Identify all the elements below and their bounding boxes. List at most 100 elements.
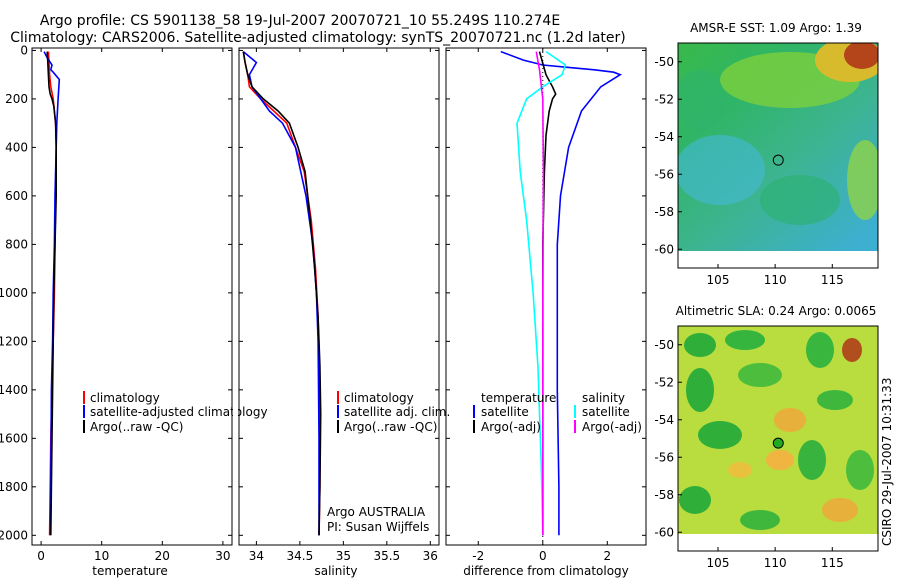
float-position-marker: [772, 437, 784, 449]
map-y-tick-label: -58: [654, 205, 674, 219]
salinity-depth-ticks: [239, 49, 439, 536]
map-x-tick-label: 115: [821, 273, 844, 287]
map-y-tick-label: -56: [654, 450, 674, 464]
series-argo-raw-qc: [46, 51, 58, 536]
legend-label-temp-argo: Argo(-adj): [481, 420, 541, 434]
x-tick-label: 0: [539, 549, 547, 563]
sst-map-image: [678, 43, 878, 251]
legend-title-salinity: salinity: [582, 391, 625, 405]
temperature-depth-axis: 0 200 400 600 800 1000 1200 1400 1600 1800 2000: [0, 43, 232, 542]
temperature-x-axis: 0 10 20 30: [37, 48, 231, 563]
x-tick-label: 0: [37, 549, 45, 563]
x-tick-label: 20: [155, 549, 170, 563]
sla-map-panel: Altimetric SLA: 0.24 Argo: 0.0065 105 110…: [654, 304, 879, 570]
y-tick-label: 1800: [0, 480, 28, 494]
y-tick-label: 1200: [0, 334, 28, 348]
legend-label-climatology: climatology: [90, 391, 160, 405]
sst-map-axes-frame: [677, 42, 879, 269]
map-x-tick-label: 105: [707, 556, 730, 570]
legend-title-temperature: temperature: [481, 391, 556, 405]
legend-label-argo: Argo(..raw -QC): [344, 420, 437, 434]
salinity-x-axis: 34 34.5 35 35.5 36: [249, 48, 438, 563]
map-y-tick-label: -60: [654, 242, 674, 256]
salinity-panel: 34 34.5 35 35.5 36 salinity climatology sate…: [238, 47, 450, 578]
map-y-tick-label: -56: [654, 167, 674, 181]
salinity-x-label: salinity: [314, 564, 357, 578]
map-x-tick-label: 110: [764, 556, 787, 570]
salinity-axes-frame: [238, 47, 440, 546]
sla-map-axes-frame: [677, 325, 879, 552]
temperature-x-label: temperature: [92, 564, 167, 578]
map-y-tick-label: -54: [654, 413, 674, 427]
legend-label-climatology: climatology: [344, 391, 414, 405]
float-program-annotation: Argo AUSTRALIA: [327, 505, 426, 519]
sla-map-float-marker: [772, 437, 784, 449]
x-tick-label: 35: [336, 549, 351, 563]
y-tick-label: 200: [5, 92, 28, 106]
y-tick-label: 600: [5, 189, 28, 203]
map-y-tick-label: -58: [654, 488, 674, 502]
sla-map-axes: 105 110 115 -50 -52 -54 -56 -58 -60: [654, 338, 843, 570]
salinity-legend: climatology satellite adj. clim. Argo(..…: [337, 391, 450, 434]
temperature-profile-lines: [43, 51, 61, 536]
legend-label-sal-satellite: satellite: [582, 405, 630, 419]
y-tick-label: 400: [5, 140, 28, 154]
salinity-profile-lines: [242, 50, 322, 536]
y-tick-label: 1000: [0, 286, 28, 300]
x-tick-label: 30: [215, 549, 230, 563]
sla-map-image: [678, 326, 878, 534]
map-y-tick-label: -50: [654, 338, 674, 352]
csiro-timestamp: CSIRO 29-Jul-2007 10:31:33: [880, 378, 894, 546]
y-tick-label: 0: [20, 43, 28, 57]
difference-legend: temperature satellite Argo(-adj) salinit…: [473, 391, 642, 434]
series-salinity-satellite: [516, 50, 567, 536]
float-pi-annotation: PI: Susan Wijffels: [327, 520, 429, 534]
y-tick-label: 1400: [0, 383, 28, 397]
series-salinity-argo-adj: [535, 51, 545, 536]
y-tick-label: 1600: [0, 431, 28, 445]
difference-x-label: difference from climatology: [463, 564, 629, 578]
map-y-tick-label: -54: [654, 130, 674, 144]
legend-label-satellite-adj: satellite adj. clim.: [344, 405, 450, 419]
temperature-axes-frame: [31, 47, 233, 546]
x-tick-label: 35.5: [373, 549, 400, 563]
x-tick-label: 2: [603, 549, 611, 563]
y-tick-label: 2000: [0, 528, 28, 542]
sst-map-float-marker: [772, 154, 784, 166]
legend-label-temp-satellite: satellite: [481, 405, 529, 419]
map-y-tick-label: -50: [654, 55, 674, 69]
sst-map-panel: AMSR-E SST: 1.09 Argo: 1.39 105 110 115 -50…: [654, 21, 879, 287]
series-satellite-adj-clim: [242, 50, 320, 536]
legend-label-sal-argo: Argo(-adj): [582, 420, 642, 434]
x-tick-label: -2: [472, 549, 484, 563]
figure-title-line-2: Climatology: CARS2006. Satellite-adjuste…: [10, 30, 625, 46]
difference-depth-ticks: [446, 49, 646, 536]
temperature-legend: climatology satellite-adjusted climatolo…: [83, 391, 268, 434]
difference-panel: -2 0 2 difference from climatology tempera…: [445, 47, 647, 578]
sst-map-title: AMSR-E SST: 1.09 Argo: 1.39: [690, 21, 862, 35]
sst-map-axes: 105 110 115 -50 -52 -54 -56 -58 -60: [654, 55, 843, 287]
series-climatology: [242, 51, 321, 536]
x-tick-label: 34: [249, 549, 264, 563]
difference-profile-lines: [500, 50, 622, 536]
difference-axes-frame: [445, 47, 647, 546]
float-position-marker: [772, 154, 784, 166]
legend-label-satellite-adjusted: satellite-adjusted climatology: [90, 405, 268, 419]
map-y-tick-label: -52: [654, 375, 674, 389]
map-y-tick-label: -60: [654, 525, 674, 539]
x-tick-label: 10: [94, 549, 109, 563]
series-argo-raw-qc: [242, 51, 322, 536]
series-temperature-satellite: [500, 50, 622, 536]
y-tick-label: 800: [5, 237, 28, 251]
temperature-panel: 0 200 400 600 800 1000 1200 1400 1600 1800 2000 0 1…: [0, 43, 268, 578]
map-x-tick-label: 115: [821, 556, 844, 570]
map-x-tick-label: 105: [707, 273, 730, 287]
map-y-tick-label: -52: [654, 92, 674, 106]
x-tick-label: 36: [423, 549, 438, 563]
figure-title-line-1: Argo profile: CS 5901138_58 19-Jul-2007 …: [40, 13, 560, 29]
map-x-tick-label: 110: [764, 273, 787, 287]
x-tick-label: 34.5: [287, 549, 314, 563]
sla-map-title: Altimetric SLA: 0.24 Argo: 0.0065: [676, 304, 877, 318]
legend-label-argo: Argo(..raw -QC): [90, 420, 183, 434]
